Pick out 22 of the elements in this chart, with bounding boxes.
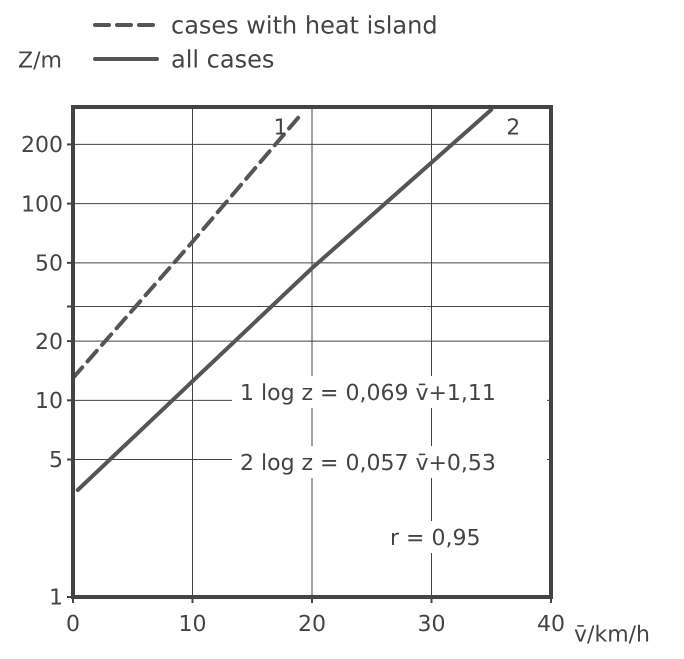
x-tick-label: 0: [66, 612, 80, 637]
annotation: 1 log z = 0,069 v̄+1,11: [240, 381, 496, 406]
line-series: [76, 108, 494, 492]
x-axis-title: v̄/km/h: [574, 622, 650, 648]
x-tick-label: 30: [418, 612, 446, 637]
y-tick-label: 50: [35, 252, 63, 277]
y-tick-label: 20: [35, 330, 63, 355]
y-tick-label: 10: [35, 389, 63, 414]
annotation: r = 0,95: [390, 526, 480, 551]
y-axis-title: Z/m: [18, 48, 62, 74]
x-tick-label: 10: [178, 612, 206, 637]
y-tick-label: 1: [49, 586, 63, 611]
y-tick-label: 5: [49, 448, 63, 474]
y-tick-label: 100: [21, 192, 63, 218]
x-tick-label: 20: [298, 612, 326, 637]
legend-label: all cases: [171, 45, 274, 74]
annotation: 1: [273, 116, 288, 141]
annotation: 2: [506, 116, 520, 141]
y-tick-label: 200: [21, 133, 63, 158]
legend-label: cases with heat island: [171, 11, 438, 40]
annotation: 2 log z = 0,057 v̄+0,53: [240, 451, 496, 476]
x-tick-label: 40: [537, 612, 565, 637]
